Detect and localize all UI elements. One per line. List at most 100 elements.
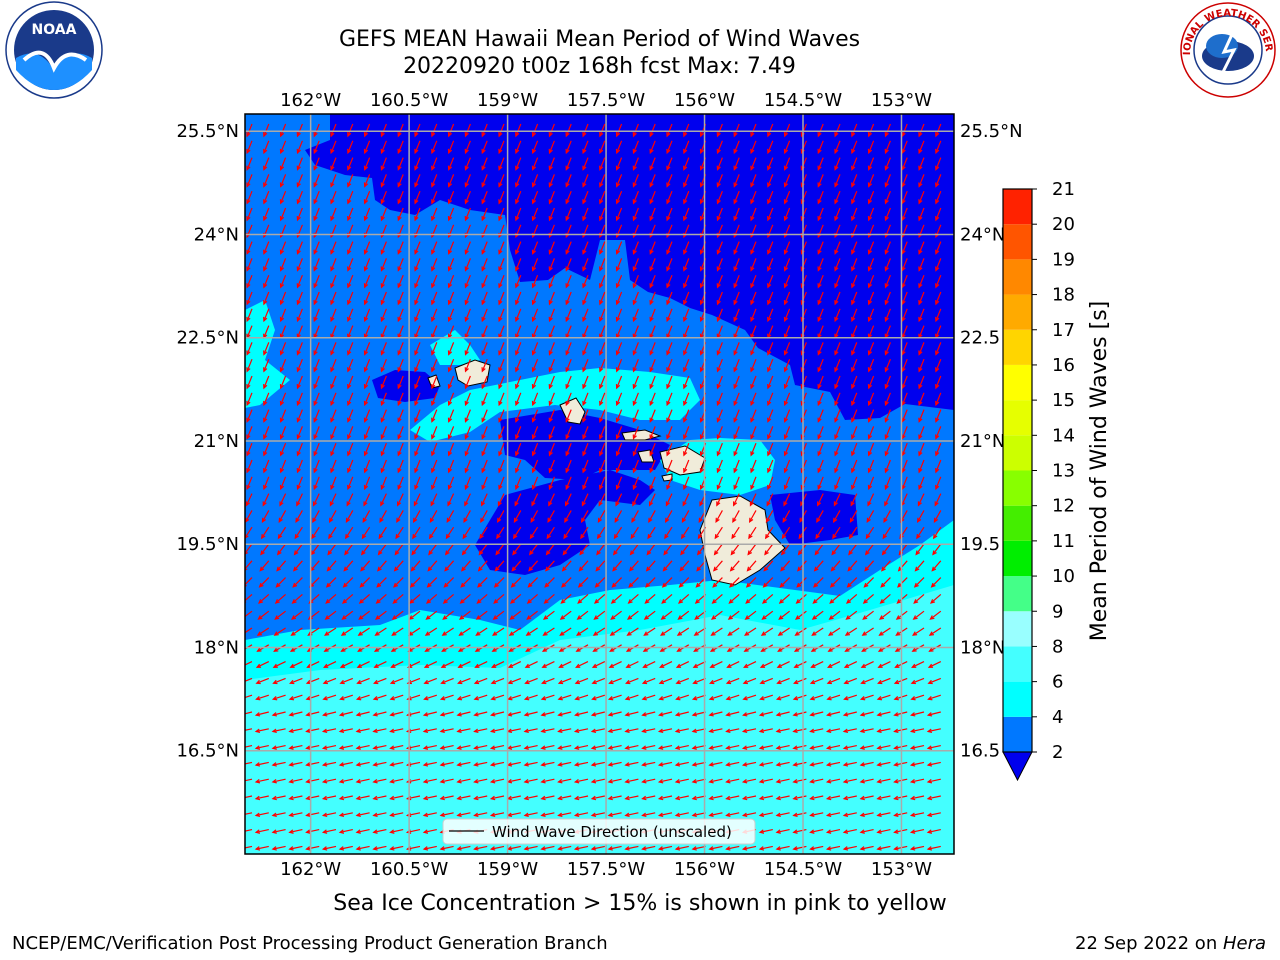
wind-arrow [515,442,522,456]
wind-arrow [901,342,908,355]
wind-arrow-head [678,582,684,588]
wind-arrow-head [246,484,251,491]
wind-arrow-head [666,384,671,390]
wind-arrow [784,157,791,170]
wind-arrow [884,157,891,170]
wind-arrow [347,274,354,288]
wind-arrow [834,409,841,422]
wind-arrow [843,745,857,749]
wind-arrow-head [526,615,532,620]
wind-arrow [649,476,656,490]
wind-arrow-head [363,249,369,255]
wind-arrow [272,728,286,733]
wind-arrow [515,291,522,305]
wind-arrow [750,392,757,406]
wind-arrow-head [577,599,583,604]
wind-arrow [784,409,791,422]
wind-arrow-head [279,384,285,390]
wind-arrow [834,459,841,473]
wind-arrow [364,291,371,305]
wind-arrow [294,543,303,555]
wind-arrow [918,157,925,170]
period-region-below-2-north [305,114,954,420]
wind-arrow [594,593,606,604]
wind-arrow [599,207,606,221]
wind-arrow [632,207,639,221]
wind-arrow [313,476,320,490]
wind-arrow [510,593,522,604]
wind-arrow-head [731,534,736,540]
sea-ice-note: Sea Ice Concentration > 15% is shown in … [333,891,947,916]
wind-arrow [733,426,740,439]
wind-arrow-head [447,434,453,440]
wind-arrow-head [279,417,285,423]
wind-arrow [330,308,337,322]
wind-arrow-head [716,300,721,306]
wind-arrow [548,392,555,406]
wind-arrow [532,241,539,254]
wind-arrow-head [867,148,873,155]
wind-arrow-head [884,451,889,457]
wind-arrow-head [880,582,886,588]
wind-arrow [245,627,253,634]
wind-arrow [548,325,555,338]
wind-arrow-head [565,266,570,272]
wind-arrow [582,157,589,170]
wind-arrow [460,593,471,604]
wind-arrow [901,190,908,204]
wind-arrow [280,342,287,355]
wind-arrow-head [683,266,688,272]
wind-arrow [245,677,253,682]
wind-arrow [599,140,606,154]
wind-arrow-head [347,132,352,138]
wind-arrow [599,409,606,422]
wind-arrow [592,661,606,668]
wind-arrow [665,493,673,506]
wind-arrow [379,510,387,523]
wind-arrow-head [610,599,616,604]
wind-arrow-head [313,417,318,423]
wind-arrow [750,274,757,288]
colorbar-segment [1003,540,1032,577]
wind-arrow [616,123,623,137]
wind-arrow-head [750,148,755,155]
wind-arrow-head [548,199,553,205]
wind-arrow [861,661,874,668]
wind-arrow [767,409,774,422]
wind-arrow [901,258,908,271]
wind-arrow [743,677,757,684]
wind-arrow [255,728,269,733]
wind-arrow-head [531,148,537,155]
wind-arrow [481,375,488,389]
wind-arrow-head [442,615,448,620]
wind-arrow [513,526,522,539]
wind-arrow [918,358,925,372]
wind-arrow-head [767,400,772,407]
wind-arrow-head [447,249,453,255]
wind-arrow-head [548,484,553,491]
wind-arrow [524,745,538,749]
wind-arrow-head [851,484,856,491]
wind-arrow-head [279,400,285,407]
wind-arrow-head [263,451,268,457]
wind-arrow-head [246,417,251,423]
wind-arrow-head [372,745,378,750]
wind-arrow [918,476,925,490]
wind-arrow [599,342,606,355]
wind-arrow [931,577,942,588]
wind-arrow [726,745,740,749]
wind-arrow-head [748,534,753,540]
period-region-below-2-west [372,370,440,402]
wind-arrow [676,711,689,716]
wind-arrow [599,358,606,372]
wind-arrow [794,677,807,684]
wind-arrow [743,728,757,733]
wind-arrow-head [363,148,369,155]
wind-arrow [817,442,824,456]
wind-arrow [918,207,925,221]
wind-arrow [296,258,303,271]
wind-arrow-head [767,300,772,306]
wind-arrow [642,745,656,749]
wind-arrow [868,308,875,322]
wind-arrow [666,442,673,456]
